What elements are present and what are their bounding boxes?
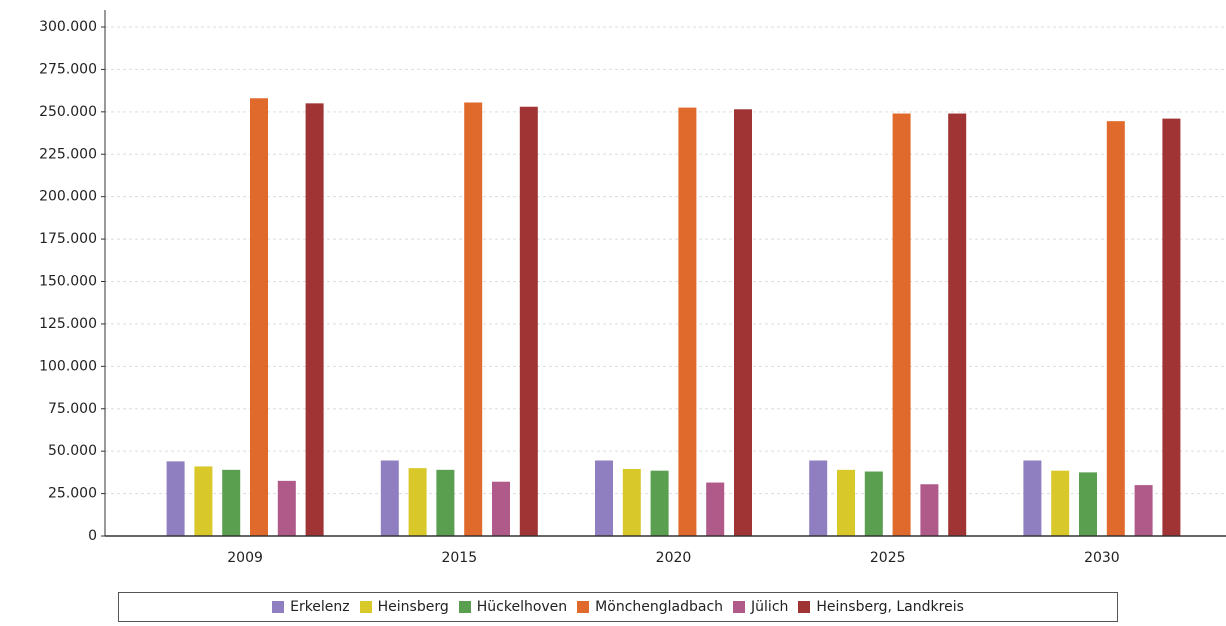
bar	[948, 113, 967, 536]
legend-label: Mönchengladbach	[595, 599, 724, 615]
bar	[166, 461, 185, 536]
legend-label: Jülich	[751, 599, 789, 615]
bar	[519, 106, 538, 536]
y-tick-label: 225.000	[39, 146, 97, 162]
bar	[1134, 485, 1153, 536]
legend-item: Heinsberg, Landkreis	[798, 599, 964, 615]
bar	[250, 98, 268, 536]
bar	[837, 469, 855, 536]
bar	[1162, 118, 1181, 537]
legend-item: Mönchengladbach	[577, 599, 723, 615]
y-tick-label: 25.000	[48, 486, 97, 502]
bar	[650, 470, 669, 536]
bar	[194, 466, 213, 536]
y-tick-label: 300.000	[39, 19, 97, 35]
bar	[892, 113, 911, 536]
legend: Erkelenz Heinsberg Hückelhoven Mönchengladb…	[118, 592, 1118, 622]
bar	[1023, 460, 1042, 536]
legend-label: Erkelenz	[290, 599, 350, 615]
bar	[492, 481, 510, 536]
legend-item: Erkelenz	[272, 599, 350, 615]
bar	[734, 109, 752, 536]
x-tick-label: 2025	[870, 550, 906, 566]
x-tick-label: 2030	[1084, 550, 1120, 566]
bar	[1079, 472, 1097, 536]
bar	[305, 103, 324, 536]
bar	[222, 469, 241, 536]
legend-swatch	[458, 601, 471, 613]
bar	[809, 460, 828, 536]
y-tick-label: 75.000	[48, 401, 97, 417]
y-tick-label: 175.000	[39, 231, 97, 247]
legend-item: Hückelhoven	[458, 599, 568, 615]
bar	[408, 468, 427, 536]
y-tick-label: 50.000	[48, 443, 97, 459]
bar	[706, 482, 725, 536]
legend-item: Jülich	[733, 599, 788, 615]
legend-label: Hückelhoven	[476, 599, 568, 615]
bar	[1051, 470, 1070, 536]
bar	[277, 480, 296, 536]
bar	[595, 460, 613, 536]
bar	[380, 460, 399, 536]
bar	[622, 468, 641, 536]
legend-label: Heinsberg	[377, 599, 449, 615]
bar	[436, 469, 455, 536]
bar	[464, 102, 483, 537]
legend-label: Heinsberg, Landkreis	[816, 599, 964, 615]
legend-swatch	[272, 601, 285, 613]
bar	[920, 484, 939, 536]
x-tick-label: 2015	[441, 550, 477, 566]
x-tick-label: 2009	[227, 550, 263, 566]
bar	[864, 471, 883, 536]
legend-item: Heinsberg	[359, 599, 449, 615]
legend-swatch	[798, 601, 811, 613]
chart: 0 25.000 50.000 75.000 100.000 125.000 150.000…	[39, 10, 1226, 566]
legend-swatch	[359, 601, 372, 613]
y-tick-label: 100.000	[39, 358, 97, 374]
bar	[678, 107, 697, 536]
legend-swatch	[733, 601, 746, 613]
x-tick-label: 2020	[656, 550, 692, 566]
y-tick-label: 0	[88, 528, 97, 544]
y-tick-label: 250.000	[39, 104, 97, 120]
y-tick-label: 125.000	[39, 316, 97, 332]
bar	[1106, 121, 1125, 536]
y-tick-label: 150.000	[39, 274, 97, 290]
y-tick-label: 275.000	[39, 61, 97, 77]
legend-swatch	[577, 601, 590, 613]
y-tick-label: 200.000	[39, 189, 97, 205]
